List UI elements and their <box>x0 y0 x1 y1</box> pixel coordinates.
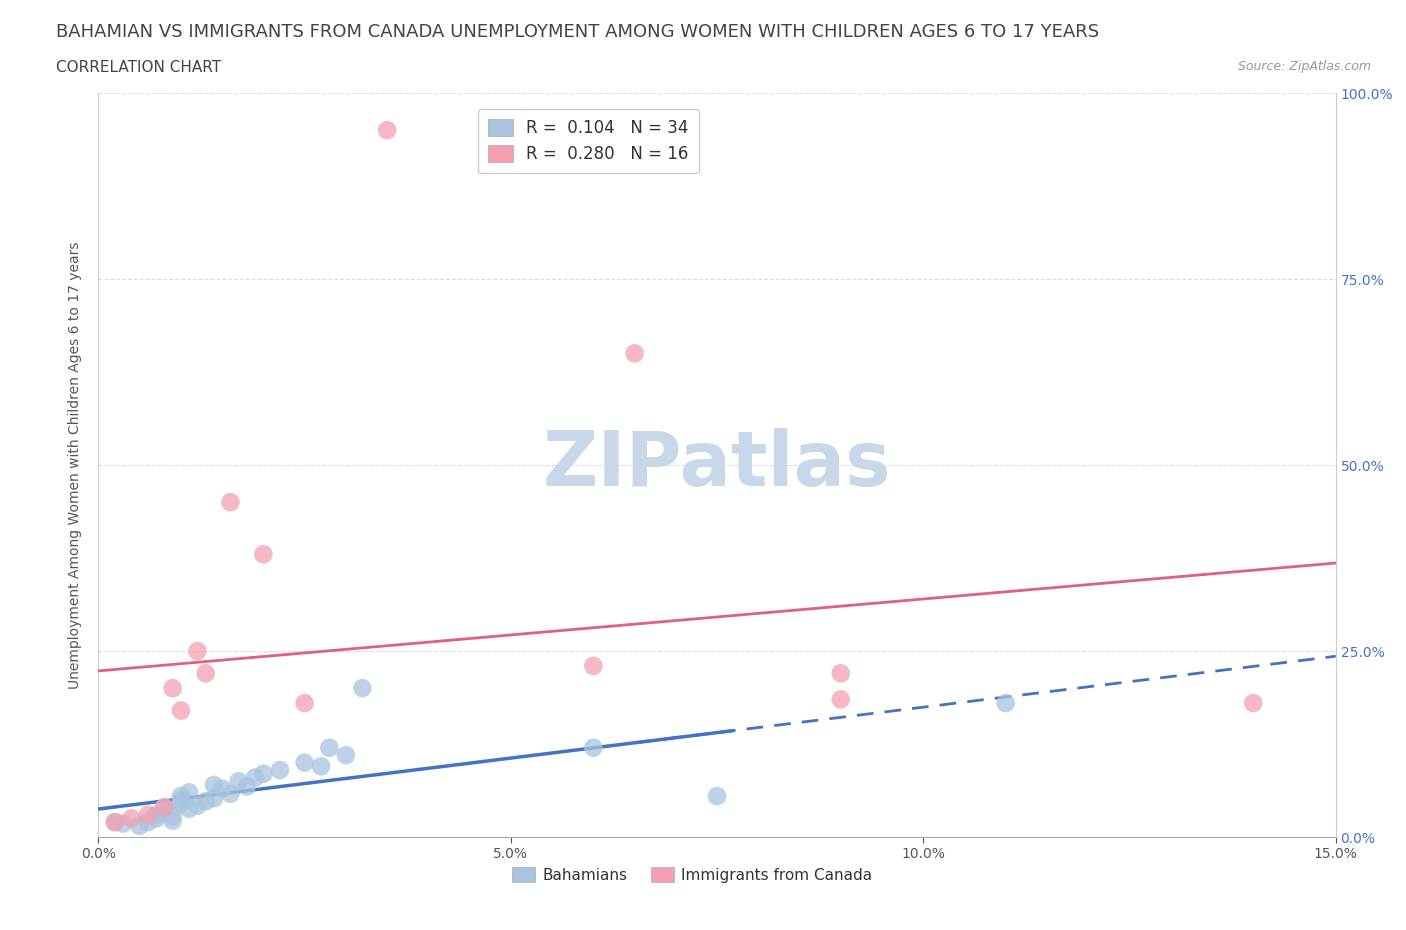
Point <box>179 802 201 817</box>
Point <box>128 818 150 833</box>
Point <box>145 811 167 826</box>
Point <box>170 796 193 811</box>
Point <box>1241 696 1264 711</box>
Point <box>170 792 193 807</box>
Point <box>136 807 159 822</box>
Text: CORRELATION CHART: CORRELATION CHART <box>56 60 221 75</box>
Point <box>194 794 217 809</box>
Point <box>162 809 184 824</box>
Point <box>194 666 217 681</box>
Y-axis label: Unemployment Among Women with Children Ages 6 to 17 years: Unemployment Among Women with Children A… <box>69 241 83 689</box>
Point <box>994 696 1017 711</box>
Point <box>219 495 242 510</box>
Text: ZIPatlas: ZIPatlas <box>543 428 891 502</box>
Text: BAHAMIAN VS IMMIGRANTS FROM CANADA UNEMPLOYMENT AMONG WOMEN WITH CHILDREN AGES 6: BAHAMIAN VS IMMIGRANTS FROM CANADA UNEMP… <box>56 23 1099 41</box>
Point <box>153 800 176 815</box>
Point <box>243 770 266 785</box>
Point <box>186 798 208 813</box>
Point <box>179 785 201 800</box>
Point <box>335 748 357 763</box>
Point <box>202 790 225 805</box>
Point <box>186 644 208 658</box>
Point <box>294 696 316 711</box>
Point <box>582 740 605 755</box>
Point <box>309 759 332 774</box>
Point <box>830 692 852 707</box>
Point <box>153 800 176 815</box>
Point <box>145 807 167 822</box>
Point <box>211 781 233 796</box>
Point <box>623 346 645 361</box>
Point <box>202 777 225 792</box>
Point <box>104 815 127 830</box>
Point <box>352 681 374 696</box>
Point <box>170 789 193 804</box>
Point <box>162 813 184 828</box>
Point <box>236 779 259 794</box>
Point <box>136 815 159 830</box>
Point <box>112 817 135 831</box>
Point <box>294 755 316 770</box>
Point <box>153 804 176 818</box>
Legend: Bahamians, Immigrants from Canada: Bahamians, Immigrants from Canada <box>506 860 879 889</box>
Point <box>120 811 142 826</box>
Point <box>830 666 852 681</box>
Point <box>252 547 274 562</box>
Point <box>318 740 340 755</box>
Point <box>269 763 291 777</box>
Text: Source: ZipAtlas.com: Source: ZipAtlas.com <box>1237 60 1371 73</box>
Point <box>104 815 127 830</box>
Point <box>162 681 184 696</box>
Point <box>375 123 398 138</box>
Point <box>706 789 728 804</box>
Point <box>228 774 250 789</box>
Point <box>219 787 242 802</box>
Point <box>252 766 274 781</box>
Point <box>582 658 605 673</box>
Point <box>170 703 193 718</box>
